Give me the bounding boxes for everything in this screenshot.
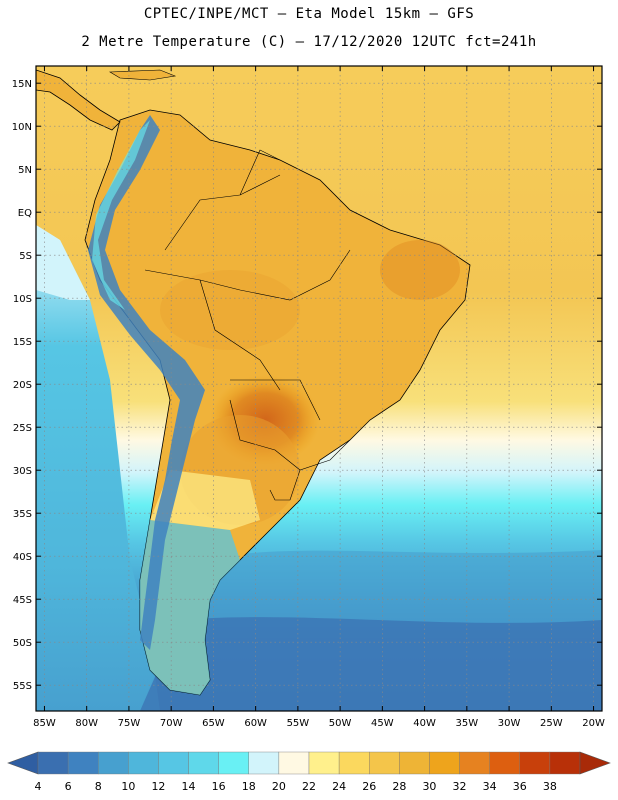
colorbar-label: 38 xyxy=(543,780,557,793)
colorbar-label: 30 xyxy=(422,780,436,793)
colorbar-label: 18 xyxy=(242,780,256,793)
colorbar-label: 36 xyxy=(513,780,527,793)
lon-label: 20W xyxy=(582,718,605,729)
lat-label: 35S xyxy=(13,509,32,520)
lon-label: 65W xyxy=(202,718,225,729)
lon-label: 80W xyxy=(75,718,98,729)
andes-cold-spine xyxy=(88,115,205,650)
lon-label: 30W xyxy=(498,718,521,729)
colorbar-swatch xyxy=(489,751,520,775)
colorbar-label: 32 xyxy=(453,780,467,793)
lon-label: 60W xyxy=(244,718,267,729)
colorbar-label: 4 xyxy=(35,780,42,793)
lat-label: 55S xyxy=(13,681,32,692)
central-brazil-warm xyxy=(160,270,300,350)
colorbar-swatch xyxy=(519,751,551,775)
caribbean-islands xyxy=(108,69,177,81)
colorbar-swatch xyxy=(188,751,219,775)
lat-label: 15S xyxy=(13,337,32,348)
lat-label: 10S xyxy=(13,294,32,305)
lat-label: 45S xyxy=(13,595,32,606)
colorbar-left-arrow xyxy=(7,751,39,775)
colorbar: 4 6 8 10 12 14 16 18 20 22 24 26 28 30 32 34 36 38 xyxy=(7,751,611,793)
lon-label: 25W xyxy=(540,718,563,729)
lat-label: 15N xyxy=(12,79,32,90)
plot-border xyxy=(35,65,603,712)
lat-label: 10N xyxy=(12,122,32,133)
southern-ocean xyxy=(140,617,602,711)
lat-label: 20S xyxy=(13,380,32,391)
colorbar-label: 10 xyxy=(121,780,135,793)
colorbar-swatch xyxy=(37,751,69,775)
axes: 15N 10N 5N EQ 5S 10S 15S 20S 25S 30S 35S 40S 45S 50S 5… xyxy=(12,66,605,729)
northeast-brazil-warm xyxy=(380,240,460,300)
lat-label: EQ xyxy=(18,208,32,219)
lat-label: 30S xyxy=(13,466,32,477)
map-title: CPTEC/INPE/MCT – Eta Model 15km – GFS xyxy=(143,6,475,22)
colorbar-swatch xyxy=(338,751,370,775)
colorbar-swatch xyxy=(98,751,129,775)
colorbar-swatch xyxy=(399,751,430,775)
lon-label: 40W xyxy=(413,718,436,729)
colorbar-swatch xyxy=(549,751,581,775)
colorbar-label: 22 xyxy=(302,780,316,793)
lat-label: 5S xyxy=(19,251,32,262)
colorbar-swatch xyxy=(218,751,249,775)
colorbar-swatch xyxy=(459,751,490,775)
colorbar-swatch xyxy=(67,751,99,775)
map-subtitle: 2 Metre Temperature (C) – 17/12/2020 12U… xyxy=(81,34,537,50)
lon-label: 45W xyxy=(371,718,394,729)
lon-label: 55W xyxy=(287,718,310,729)
lat-label: 50S xyxy=(13,638,32,649)
pacific-cool-band xyxy=(36,225,90,300)
colorbar-label: 12 xyxy=(151,780,165,793)
lon-label: 75W xyxy=(118,718,141,729)
colorbar-label: 34 xyxy=(483,780,497,793)
colorbar-swatch xyxy=(158,751,189,775)
colorbar-label: 28 xyxy=(392,780,406,793)
colorbar-swatch xyxy=(429,751,460,775)
colorbar-swatch xyxy=(278,751,310,775)
country-borders xyxy=(144,149,351,501)
lon-label: 70W xyxy=(160,718,183,729)
colorbar-label: 8 xyxy=(95,780,102,793)
lon-label: 50W xyxy=(329,718,352,729)
colorbar-label: 26 xyxy=(362,780,376,793)
lat-label: 5N xyxy=(18,165,32,176)
colorbar-swatch xyxy=(128,751,159,775)
colorbar-label: 16 xyxy=(212,780,226,793)
lat-label: 40S xyxy=(13,552,32,563)
lat-label: 25S xyxy=(13,423,32,434)
plot-area xyxy=(36,66,602,711)
andes-north-cool xyxy=(92,120,150,310)
colorbar-label: 20 xyxy=(272,780,286,793)
colorbar-right-arrow xyxy=(579,751,611,775)
colorbar-label: 14 xyxy=(182,780,196,793)
lon-label: 35W xyxy=(456,718,479,729)
colorbar-swatch xyxy=(308,751,340,775)
colorbar-label: 24 xyxy=(332,780,346,793)
colorbar-swatch xyxy=(248,751,280,775)
colorbar-label: 6 xyxy=(65,780,72,793)
central-america-land xyxy=(36,69,121,131)
lon-label: 85W xyxy=(33,718,56,729)
colorbar-swatch xyxy=(369,751,400,775)
patagonia-cool xyxy=(140,520,240,695)
